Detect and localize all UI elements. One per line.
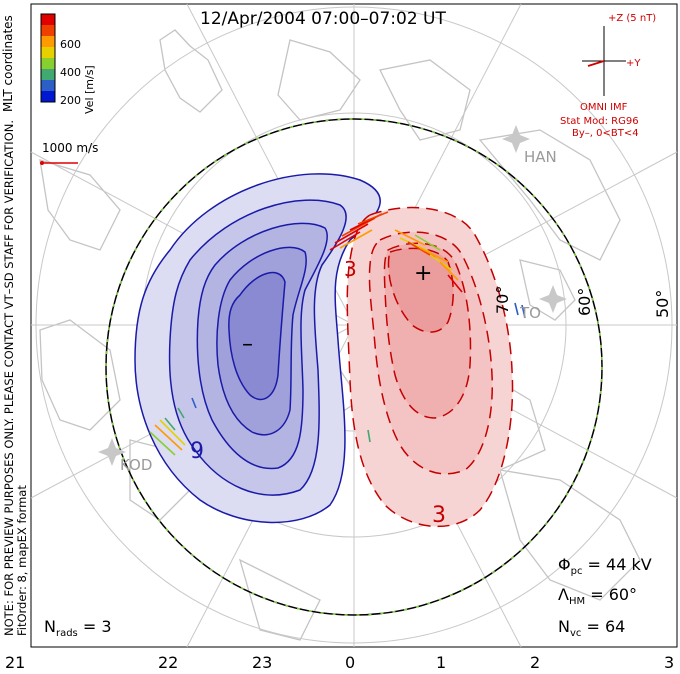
imf-by-label: +Y — [626, 58, 641, 69]
mlt-tick-2: 2 — [530, 653, 540, 672]
color-bar — [40, 13, 56, 103]
heppner-maynard-boundary-dash — [105, 118, 603, 616]
station-marker-to — [539, 285, 567, 313]
positive-cell — [346, 206, 514, 528]
svg-text:ΛHM = 60°: ΛHM = 60° — [558, 585, 637, 607]
color-bar-swatch-0 — [41, 14, 55, 25]
color-bar-tick-600: 600 — [60, 38, 81, 51]
mlt-tick-3: 3 — [664, 653, 674, 672]
stat-n-vc: Nvc = 64 — [558, 617, 625, 639]
color-bar-swatch-4 — [41, 58, 55, 69]
nvc-value: = 64 — [581, 617, 625, 636]
imf-vector — [587, 60, 605, 67]
negative-cell — [134, 173, 381, 524]
color-bar-swatch-6 — [41, 80, 55, 91]
latitude-label-70: 70° — [493, 286, 512, 314]
mlt-tick-21: 21 — [5, 653, 25, 672]
color-bar-swatch-3 — [41, 47, 55, 58]
nrads-subscript: rads — [56, 628, 78, 639]
contour-label-top: 3 — [344, 257, 357, 281]
contour-label-left: 9 — [190, 439, 204, 464]
lambda-value: = 60° — [585, 585, 637, 604]
contour-label-bottom: 3 — [432, 503, 446, 528]
color-bar-swatch-5 — [41, 69, 55, 80]
station-label-han: HAN — [524, 148, 557, 166]
potential-max-marker: + — [414, 261, 432, 286]
color-bar-tick-400: 400 — [60, 66, 81, 79]
fit-order-note: FitOrder: 8, mapEX format — [15, 485, 29, 636]
station-markers — [98, 125, 567, 466]
station-label-to: TO — [519, 304, 541, 322]
color-bar-swatch-1 — [41, 25, 55, 36]
svg-text:Φpc = 44 kV: Φpc = 44 kV — [558, 555, 652, 577]
latitude-label-60: 60° — [575, 288, 594, 316]
station-marker-han — [502, 125, 530, 153]
preview-note: NOTE: FOR PREVIEW PURPOSES ONLY. PLEASE … — [2, 120, 16, 636]
svg-text:Nvc = 64: Nvc = 64 — [558, 617, 625, 639]
nvc-subscript: vc — [570, 628, 581, 639]
lambda-symbol: Λ — [558, 585, 569, 604]
nrads-symbol: N — [44, 617, 56, 636]
mlt-tick-0: 0 — [345, 653, 355, 672]
velocity-vectors — [149, 211, 526, 456]
stat-phi-pc: Φpc = 44 kV — [558, 555, 652, 577]
imf-source: OMNI IMF — [580, 102, 628, 113]
nrads-value: = 3 — [78, 617, 112, 636]
phi-value: = 44 kV — [582, 555, 651, 574]
stat-lambda-hm: ΛHM = 60° — [558, 585, 637, 607]
mlt-tick-1: 1 — [436, 653, 446, 672]
imf-condition: By–, 0<BT<4 — [572, 128, 639, 139]
imf-model: Stat Mod: RG96 — [560, 116, 639, 127]
color-bar-tick-200: 200 — [60, 94, 81, 107]
chart-title: 12/Apr/2004 07:00–07:02 UT — [200, 9, 446, 29]
mlt-tick-22: 22 — [158, 653, 178, 672]
stat-n-rads: Nrads = 3 — [44, 617, 112, 639]
scale-vector-label: 1000 m/s — [42, 141, 98, 155]
mlt-tick-23: 23 — [252, 653, 272, 672]
lambda-subscript: HM — [569, 596, 585, 607]
station-label-kod: KOD — [120, 456, 152, 474]
color-bar-label: Vel [m/s] — [83, 65, 96, 114]
phi-subscript: pc — [571, 566, 583, 577]
color-bar-swatch-2 — [41, 36, 55, 47]
phi-symbol: Φ — [558, 555, 571, 574]
latitude-label-50: 50° — [653, 290, 672, 318]
station-marker-kod — [98, 438, 126, 466]
nvc-symbol: N — [558, 617, 570, 636]
svg-text:Nrads = 3: Nrads = 3 — [44, 617, 112, 639]
potential-min-marker: – — [242, 332, 253, 357]
coordinate-label: MLT coordinates — [1, 15, 15, 112]
imf-bz-label: +Z (5 nT) — [608, 13, 656, 24]
color-bar-swatch-7 — [41, 91, 55, 102]
